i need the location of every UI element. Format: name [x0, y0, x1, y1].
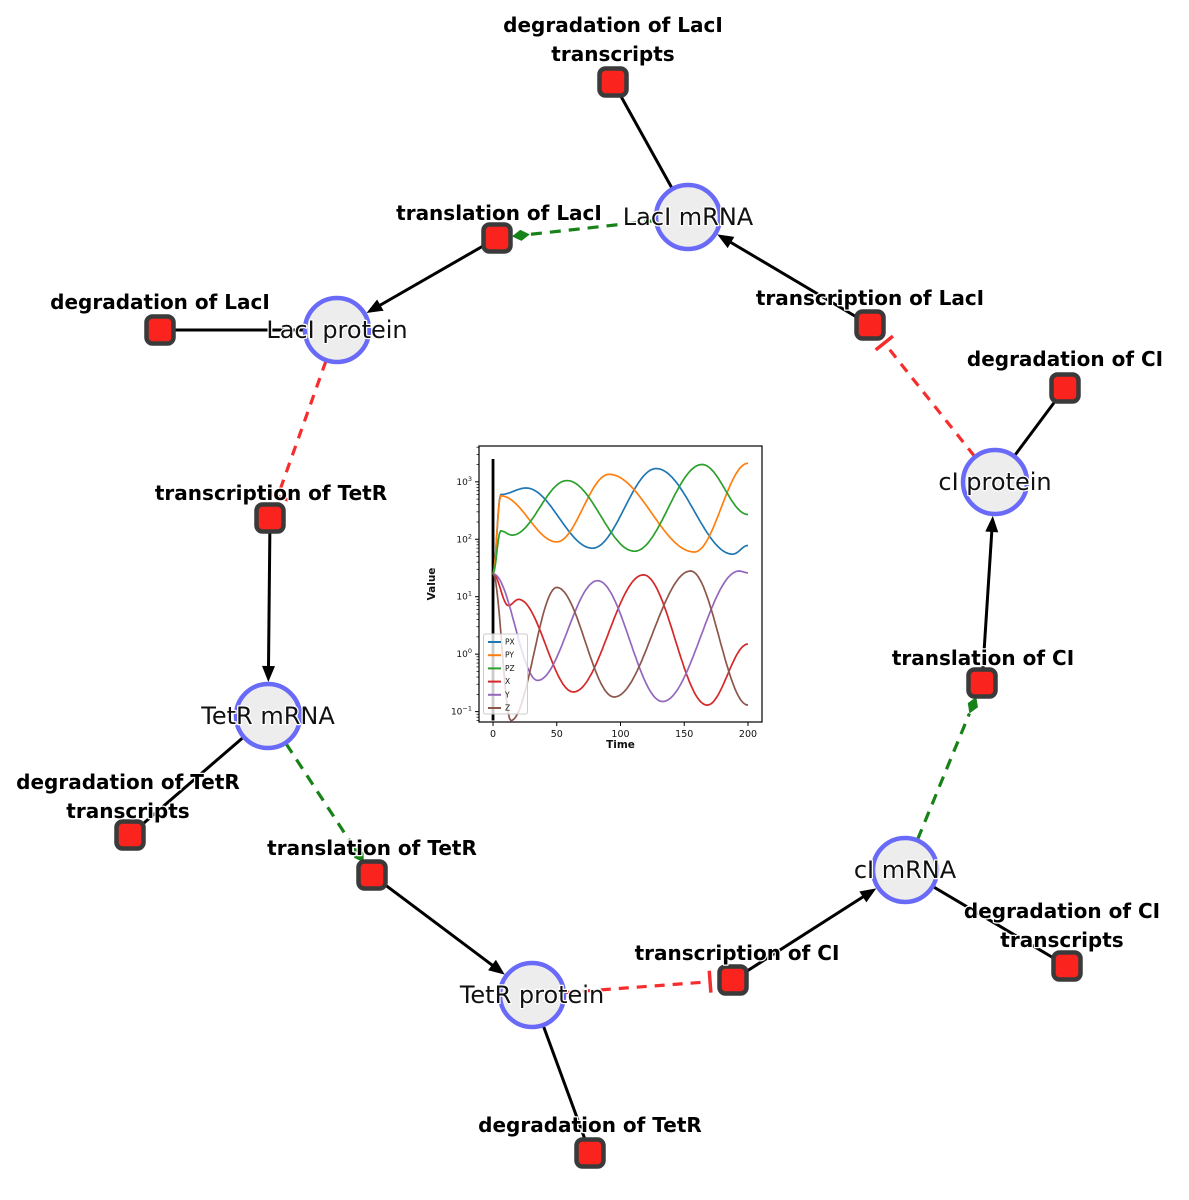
series-line-X [492, 573, 749, 706]
edge-TetR_protein-txn_CI-tee [707, 970, 713, 993]
labels-layer: degradation of LacI transcripts translatio… [15, 12, 1164, 1139]
edge-txn_LacI-LacI_mRNA-arrowhead [717, 234, 735, 249]
series-line-PX [492, 467, 749, 575]
reaction-node-transl_CI[interactable] [966, 667, 998, 699]
axes-spines [478, 445, 763, 723]
reaction-node-deg_TetR[interactable] [574, 1137, 606, 1169]
reaction-node-deg_CI_tx[interactable] [1051, 950, 1083, 982]
edge-transl_CI-cI_protein [980, 529, 994, 684]
series-line-PZ [492, 463, 749, 575]
species-label-LacI_protein: LacI protein [266, 316, 407, 344]
reaction-node-deg_LacI[interactable] [144, 314, 176, 346]
reaction-label-deg_LacI-line0: degradation of LacI [50, 290, 270, 314]
reaction-node-deg_LacI_tx[interactable] [597, 66, 629, 98]
species-label-cI_mRNA: cI mRNA [854, 856, 957, 884]
legend-entry-Y: Y [504, 690, 510, 699]
reaction-node-txn_LacI[interactable] [854, 309, 886, 341]
reaction-label-deg_TetR-line0: degradation of TetR [478, 1113, 702, 1137]
reaction-label-deg_CI_tx-line0: degradation of CI [964, 899, 1160, 923]
edge-cI_protein-txn_LacI [883, 341, 976, 458]
x-tick-label: 0 [490, 729, 496, 740]
reaction-node-transl_LacI[interactable] [481, 222, 513, 254]
reaction-label-txn_TetR-line0: transcription of TetR [155, 481, 387, 505]
reaction-node-deg_CI[interactable] [1049, 372, 1081, 404]
edge-txn_CI-cI_mRNA [732, 894, 866, 982]
edge-transl_LacI-LacI_protein-arrowhead [366, 299, 384, 314]
edge-LacI_protein-txn_TetR-tee [266, 490, 289, 502]
edge-txn_TetR-TetR_mRNA [266, 517, 272, 669]
reaction-label-deg_TetR_tx-line0: degradation of TetR [16, 770, 240, 794]
nodes-layer [114, 66, 1083, 1169]
reaction-label-deg_CI-line0: degradation of CI [967, 347, 1163, 371]
edge-txn_CI-cI_mRNA-arrowhead [859, 888, 877, 903]
reaction-node-txn_TetR[interactable] [254, 502, 286, 534]
legend-entry-PX: PX [505, 638, 515, 647]
edge-TetR_protein-txn_CI [564, 980, 711, 995]
edge-LacI_protein-txn_TetR [276, 360, 328, 497]
reaction-label-deg_LacI_tx-line0: degradation of LacI [503, 13, 723, 37]
x-tick-label: 100 [611, 729, 629, 740]
species-label-TetR_mRNA: TetR mRNA [200, 702, 335, 730]
species-node-LacI_protein[interactable] [302, 295, 372, 365]
edge-txn_TetR-TetR_mRNA-arrowhead [262, 665, 276, 683]
reaction-label-transl_CI-line0: translation of CI [892, 646, 1074, 670]
species-label-LacI_mRNA: LacI mRNA [623, 203, 754, 231]
inset-chart: 103 102 101 100 10−1 0 50 100 150 200 PX PY PZ X Y Z Tim… [425, 437, 775, 767]
edge-TetR_mRNA-transl_TetR [284, 742, 356, 849]
x-tick-label: 150 [675, 729, 693, 740]
reaction-label-transl_LacI-line0: translation of LacI [396, 201, 602, 225]
reaction-label-deg_CI_tx-line1: transcripts [1000, 928, 1123, 952]
species-node-cI_mRNA[interactable] [870, 835, 940, 905]
chart-y-axis-label: Value [426, 568, 438, 601]
chart-x-axis-label: Time [606, 739, 635, 751]
edge-cI_mRNA-transl_CI [916, 712, 971, 841]
x-tick-label: 50 [551, 729, 563, 740]
reaction-node-deg_TetR_tx[interactable] [114, 819, 146, 851]
series-layer [492, 462, 749, 722]
species-node-cI_protein[interactable] [960, 447, 1030, 517]
legend-entry-PY: PY [505, 651, 514, 660]
edge-cI_protein-txn_LacI-tee [874, 334, 895, 352]
species-label-TetR_protein: TetR protein [459, 981, 604, 1009]
edge-transl_TetR-TetR_protein-arrowhead [488, 959, 505, 975]
chart-legend: PX PY PZ XYZ [483, 633, 528, 715]
legend-entry-PZ: PZ [505, 664, 515, 673]
species-label-cI_protein: cI protein [938, 468, 1051, 496]
edge-LacI_mRNA-transl_LacI [529, 219, 656, 236]
reaction-label-deg_TetR_tx-line1: transcripts [66, 799, 189, 823]
edge-cI_mRNA-transl_CI-diamond [967, 696, 978, 714]
reaction-label-deg_LacI_tx-line1: transcripts [551, 42, 674, 66]
x-tick-label: 200 [739, 729, 757, 740]
species-node-LacI_mRNA[interactable] [653, 182, 723, 252]
legend-entry-Z: Z [505, 704, 510, 713]
reaction-label-transl_TetR-line0: translation of TetR [267, 836, 477, 860]
series-line-PY [492, 462, 749, 575]
edge-LacI_mRNA-transl_LacI-diamond [511, 229, 530, 241]
edge-txn_LacI-LacI_mRNA [728, 240, 871, 327]
series-line-Y [492, 570, 749, 703]
legend-entry-X: X [505, 677, 510, 686]
reaction-node-transl_TetR[interactable] [356, 859, 388, 891]
species-node-TetR_protein[interactable] [497, 960, 567, 1030]
reaction-label-txn_LacI-line0: transcription of LacI [756, 286, 984, 310]
edge-transl_LacI-LacI_protein [377, 236, 498, 308]
species-node-TetR_mRNA[interactable] [233, 681, 303, 751]
edge-TetR_mRNA-transl_TetR-diamond [353, 847, 364, 863]
reaction-node-txn_CI[interactable] [717, 964, 749, 996]
series-line-Z [492, 570, 749, 722]
reaction-label-txn_CI-line0: transcription of CI [635, 941, 840, 965]
edge-transl_TetR-TetR_protein [371, 873, 495, 968]
edge-transl_CI-cI_protein-arrowhead [985, 515, 999, 533]
